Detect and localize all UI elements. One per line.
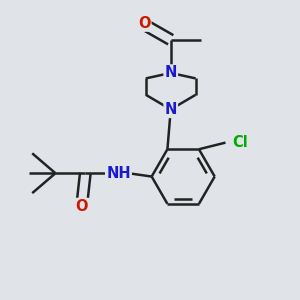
Text: N: N: [164, 65, 177, 80]
Text: NH: NH: [106, 166, 131, 181]
Text: N: N: [164, 102, 177, 117]
Text: O: O: [138, 16, 150, 31]
Text: Cl: Cl: [232, 135, 248, 150]
Text: O: O: [76, 199, 88, 214]
